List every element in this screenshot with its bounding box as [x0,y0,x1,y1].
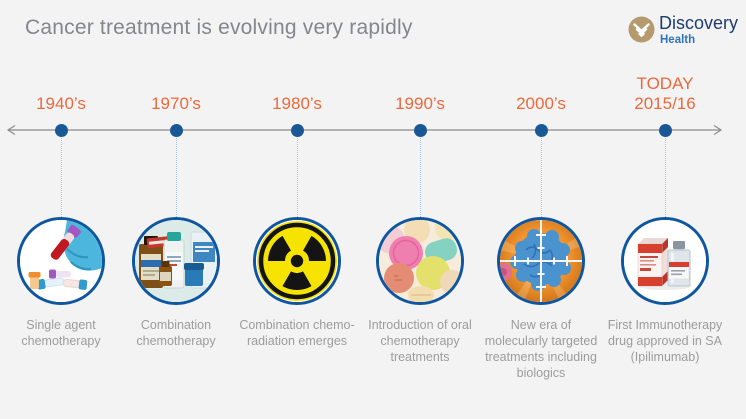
milestone-connector-line [61,138,62,217]
milestone-today: TODAY 2015/16 [600,0,730,419]
timeline-dot [169,124,183,137]
targeted-cancer-cell-image [500,220,582,302]
milestone-1990s: 1990’s Introduct [355,0,485,419]
milestone-image-frame [132,217,220,305]
milestone-connector-line [665,138,666,217]
timeline-axis [6,124,723,136]
radiation-symbol-image [256,220,338,302]
immunotherapy-drug-image [624,220,706,302]
milestone-caption: First Immunotherapy drug approved in SA … [607,318,723,364]
milestone-1970s: 1970’s [111,0,241,419]
milestone-year: TODAY 2015/16 [634,73,696,113]
pills-image [379,220,461,302]
milestone-year: 2000’s [516,93,566,113]
discovery-logo-icon [628,16,655,43]
milestone-connector-line [541,138,542,217]
timeline-arrow-left-icon [6,124,16,136]
timeline-dot [658,124,672,137]
timeline-dot [534,124,548,137]
milestone-image-frame [17,217,105,305]
milestone-year: 1970’s [151,93,201,113]
timeline-dot [290,124,304,137]
milestone-image-frame [621,217,709,305]
logo-brand-name: Discovery [659,13,739,33]
timeline-arrow-right-icon [713,124,723,136]
logo-product-name: Health [660,33,696,46]
page-title: Cancer treatment is evolving very rapidl… [25,16,413,39]
timeline-dot [413,124,427,137]
milestone-connector-line [420,138,421,217]
milestone-connector-line [297,138,298,217]
milestone-year: 1980’s [272,93,322,113]
milestone-caption: Combination chemotherapy [136,318,216,348]
milestone-connector-line [176,138,177,217]
milestone-caption: Introduction of oral chemotherapy treatm… [368,318,472,364]
milestone-caption: Combination chemo-radiation emerges [239,318,355,348]
logo-text: Discovery Health [659,13,738,46]
medicine-bottles-image [135,220,217,302]
milestone-1980s: 1980’s Combination chemo-radiation emerg… [232,0,362,419]
milestone-caption: New era of molecularly targeted treatmen… [484,318,598,380]
milestone-year: 1990’s [395,93,445,113]
milestone-year: 1940’s [36,93,86,113]
discovery-health-logo: Discovery Health [628,13,738,46]
milestone-caption: Single agent chemotherapy [21,318,101,348]
milestone-image-frame [253,217,341,305]
milestone-image-frame [497,217,585,305]
milestone-image-frame [376,217,464,305]
blood-sample-image [20,220,102,302]
timeline-dot [54,124,68,137]
milestone-1940s: 1940’s [0,0,126,419]
milestone-2000s: 2000’s [476,0,606,419]
